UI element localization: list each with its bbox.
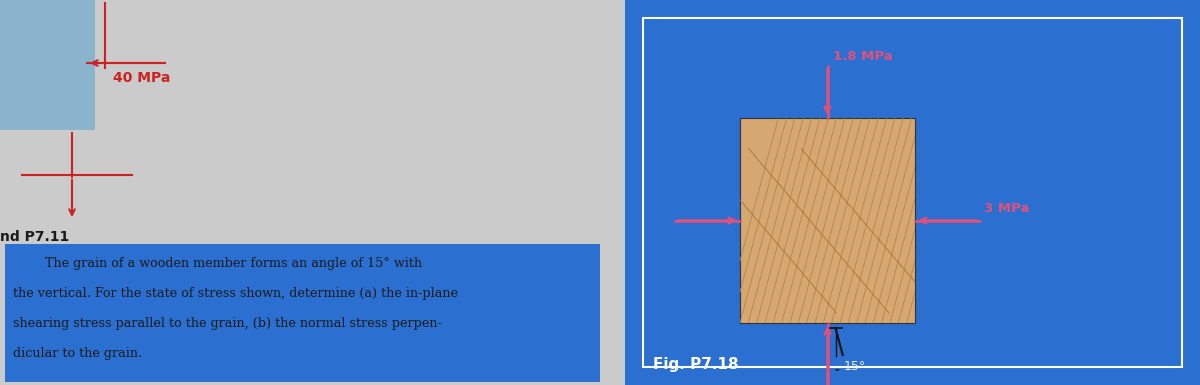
Bar [625,0,1200,385]
Text: Fig. P7.18: Fig. P7.18 [653,357,739,372]
Text: shearing stress parallel to the grain, (b) the normal stress perpen-: shearing stress parallel to the grain, (… [13,317,442,330]
Bar [5,244,600,382]
Text: 3 MPa: 3 MPa [984,201,1030,214]
Bar [740,118,916,323]
Bar [643,18,1182,367]
Bar [0,0,95,130]
Text: 1.8 MPa: 1.8 MPa [833,50,893,63]
Text: nd P7.11: nd P7.11 [0,230,70,244]
Text: dicular to the grain.: dicular to the grain. [13,347,142,360]
Text: The grain of a wooden member forms an angle of 15° with: The grain of a wooden member forms an an… [13,257,422,270]
Text: the vertical. For the state of stress shown, determine (a) the in-plane: the vertical. For the state of stress sh… [13,287,458,300]
Text: 40 MPa: 40 MPa [113,71,170,85]
Text: 15°: 15° [844,360,865,373]
